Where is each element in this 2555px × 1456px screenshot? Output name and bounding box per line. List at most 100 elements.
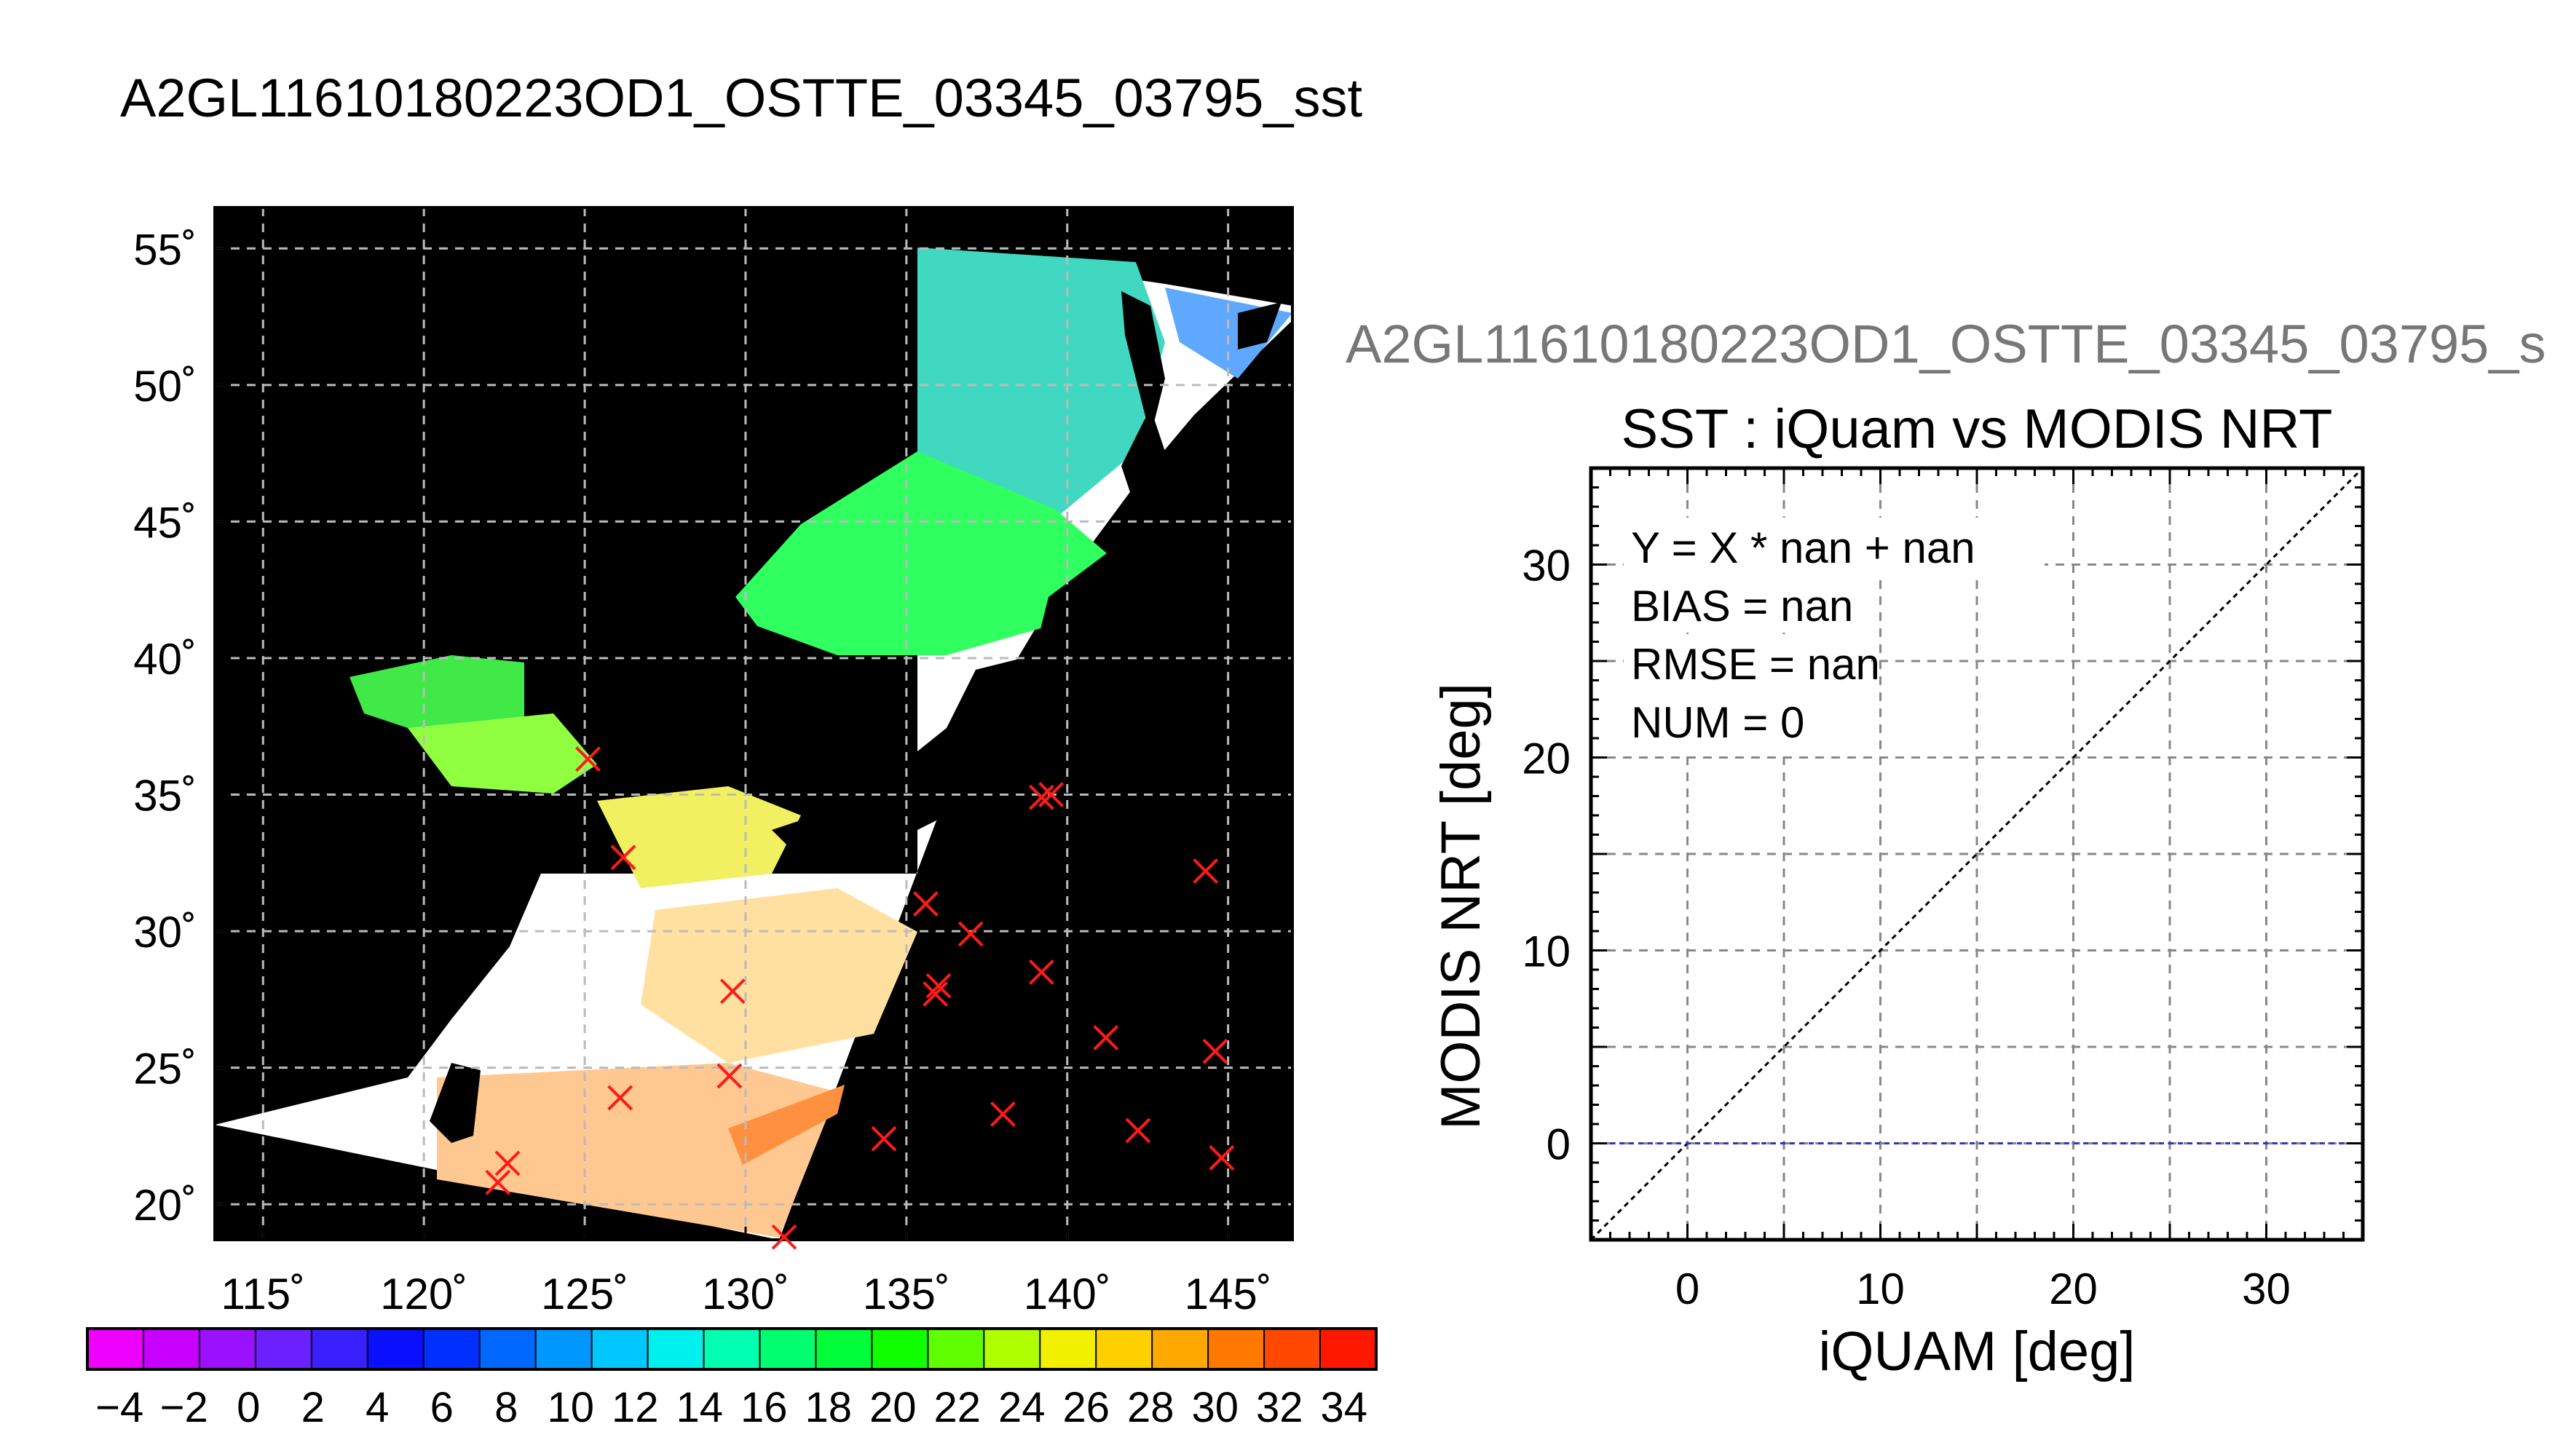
map-x-tick-label: 140˚ xyxy=(1024,1270,1111,1318)
map-y-tick-label: 30˚ xyxy=(133,908,197,957)
buoy-cross-stroke xyxy=(1202,1038,1228,1064)
buoy-cross-stroke xyxy=(485,1169,511,1195)
colorbar-cell xyxy=(928,1329,984,1369)
scatter-x-tick-label: 0 xyxy=(1675,1265,1699,1313)
colorbar-cell xyxy=(1096,1329,1153,1369)
buoy-cross-marker xyxy=(485,1169,511,1195)
colorbar-tick-label: 32 xyxy=(1256,1384,1303,1431)
colorbar-cell xyxy=(143,1329,200,1369)
buoy-cross-marker xyxy=(1028,959,1054,985)
map-y-tick-label: 20˚ xyxy=(133,1181,197,1230)
colorbar-cell xyxy=(367,1329,424,1369)
colorbar-tick-label: 2 xyxy=(301,1384,325,1431)
buoy-cross-marker xyxy=(1125,1117,1151,1144)
stats-annotation: NUM = 0 xyxy=(1631,698,1804,747)
buoy-cross-stroke xyxy=(925,973,952,999)
sst-zone-japan-sea xyxy=(735,451,1107,655)
colorbar-cells xyxy=(87,1329,1377,1369)
colorbar-cell xyxy=(759,1329,816,1369)
colorbar-cell xyxy=(479,1329,537,1369)
colorbar-tick-label: 28 xyxy=(1127,1384,1174,1431)
map-x-tick-label: 115˚ xyxy=(221,1270,305,1318)
buoy-cross-marker xyxy=(990,1101,1016,1127)
colorbar-cell xyxy=(703,1329,760,1369)
buoy-cross-marker xyxy=(494,1150,521,1176)
sst-zone-bohai xyxy=(350,655,524,728)
colorbar-cell xyxy=(1152,1329,1209,1369)
map-grid xyxy=(215,207,1292,1240)
colorbar-tick-label: 22 xyxy=(933,1384,981,1431)
colorbar-tick-label: 26 xyxy=(1062,1384,1110,1431)
colorbar-cell xyxy=(1264,1329,1321,1369)
buoy-cross-stroke xyxy=(957,921,984,947)
colorbar-cell xyxy=(423,1329,481,1369)
buoy-cross-marker xyxy=(925,973,952,999)
buoy-cross-stroke xyxy=(1193,858,1219,884)
buoy-cross-marker xyxy=(1209,1145,1235,1171)
colorbar-cell xyxy=(872,1329,928,1369)
map-y-tick-label: 25˚ xyxy=(133,1045,197,1093)
map-y-tick-label: 50˚ xyxy=(133,362,197,411)
stats-annotation: Y = X * nan + nan xyxy=(1631,523,1975,572)
colorbar-cell xyxy=(984,1329,1040,1369)
buoy-cross-stroke xyxy=(1125,1117,1151,1144)
buoy-cross-stroke xyxy=(1028,784,1054,810)
colorbar-cell xyxy=(255,1329,312,1369)
stats-annotation: RMSE = nan xyxy=(1631,640,1880,689)
scatter-title: SST : iQuam vs MODIS NRT xyxy=(1622,398,2333,460)
scatter-x-axis-label: iQUAM [deg] xyxy=(1818,1321,2135,1382)
buoy-cross-marker xyxy=(716,1063,743,1089)
buoy-cross-marker xyxy=(610,844,636,871)
colorbar-tick-label: −2 xyxy=(160,1384,208,1431)
buoy-cross-stroke xyxy=(923,981,949,1007)
sst-zone-okhotsk xyxy=(917,248,1165,553)
scatter-y-tick-label: 20 xyxy=(1522,735,1571,783)
map-x-tick-label: 125˚ xyxy=(541,1270,628,1318)
buoy-cross-marker xyxy=(957,921,984,947)
scatter-x-tick-label: 10 xyxy=(1856,1265,1905,1313)
annotation-background xyxy=(1624,692,1797,749)
map-y-tick-label: 45˚ xyxy=(133,498,197,547)
page-title: A2GL11610180223OD1_OSTTE_03345_03795_sst xyxy=(120,68,1363,128)
land-taiwan xyxy=(430,1063,481,1143)
sst-zone-yellow-sea xyxy=(408,713,597,794)
buoy-cross-stroke xyxy=(719,978,746,1005)
colorbar-cell xyxy=(311,1329,368,1369)
map-ticks: 115˚ 120˚ 125˚ 130˚ 135˚ 140˚ 145˚ 20˚ 25˚ 30˚ 35˚… xyxy=(133,225,1271,1318)
buoy-cross-marker xyxy=(923,981,949,1007)
map-y-tick-label: 55˚ xyxy=(133,225,197,274)
colorbar-cell xyxy=(1040,1329,1097,1369)
map-x-tick-label: 135˚ xyxy=(863,1270,950,1318)
annotation-background xyxy=(1624,518,2045,574)
colorbar-cell xyxy=(816,1329,872,1369)
colorbar-cell xyxy=(1208,1329,1265,1369)
buoy-cross-stroke xyxy=(1028,959,1054,985)
buoy-cross-marker xyxy=(1193,858,1219,884)
annotation-background xyxy=(1624,634,1871,691)
sst-zone-south xyxy=(437,1063,837,1238)
land-asia xyxy=(215,207,917,1125)
colorbar-ticks: −4 −2 0 2 4 6 8 10 12 14 16 18 20 22 24 26 28 30 32 34 xyxy=(95,1384,1367,1431)
sst-zone-kuroshio xyxy=(728,1085,845,1165)
map-y-tick-label: 35˚ xyxy=(133,772,197,820)
buoy-cross-stroke xyxy=(610,844,636,871)
colorbar-tick-label: 12 xyxy=(612,1384,659,1431)
colorbar-cell xyxy=(591,1329,649,1369)
map-marks xyxy=(485,746,1235,1250)
buoy-cross-stroke xyxy=(716,1063,743,1089)
colorbar-frame xyxy=(86,1327,1378,1371)
land-sakhalin xyxy=(1121,291,1165,437)
buoy-cross-marker xyxy=(871,1125,897,1152)
colorbar-tick-label: 30 xyxy=(1191,1384,1239,1431)
sst-zone-east-china-sea xyxy=(597,786,801,888)
buoy-cross-stroke xyxy=(990,1101,1016,1127)
buoy-cross-marker xyxy=(1028,784,1054,810)
buoy-cross-stroke xyxy=(494,1150,521,1176)
buoy-cross-marker xyxy=(771,1224,797,1250)
map-x-tick-label: 130˚ xyxy=(702,1270,789,1318)
one-to-one-line xyxy=(1590,467,2364,1241)
annotation-background xyxy=(1624,576,1871,633)
buoy-cross-marker xyxy=(1093,1024,1119,1051)
